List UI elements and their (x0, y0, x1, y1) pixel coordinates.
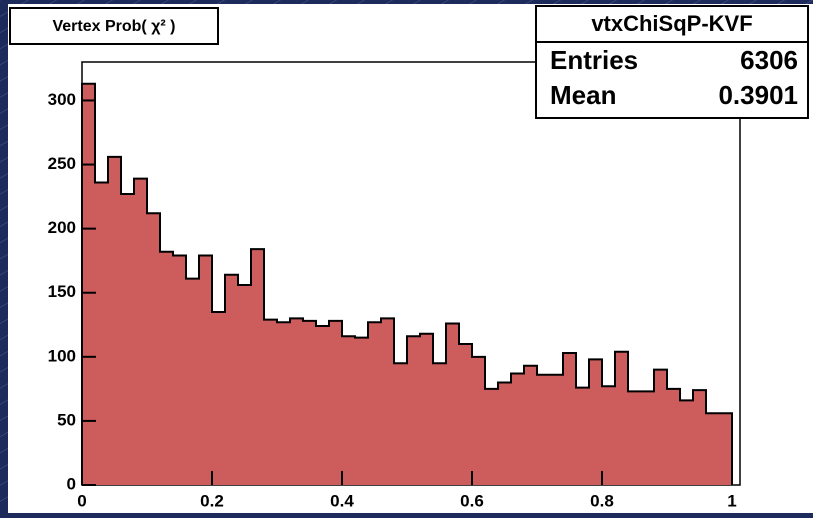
bar (303, 320, 316, 485)
bar (381, 318, 394, 485)
bar (485, 388, 498, 485)
stats-name: vtxChiSqP-KVF (591, 11, 752, 36)
bar (498, 382, 511, 485)
bar (186, 278, 199, 485)
x-tick-label: 0.2 (200, 491, 224, 510)
bar (147, 213, 160, 485)
bar (407, 336, 420, 485)
bar (693, 390, 706, 485)
bar (394, 363, 407, 485)
stats-value: 0.3901 (718, 80, 798, 110)
stats-label: Entries (550, 45, 638, 75)
bar (576, 387, 589, 485)
bar (238, 285, 251, 485)
chart-title: Vertex Prob( χ² ) (52, 18, 175, 35)
bar (95, 182, 108, 485)
bar (641, 391, 654, 485)
bar (225, 274, 238, 485)
x-tick-label: 0.6 (460, 491, 484, 510)
bar (628, 391, 641, 485)
bar (82, 83, 95, 486)
bar (459, 344, 472, 485)
y-tick-label: 50 (57, 410, 76, 429)
y-tick-label: 150 (48, 282, 76, 301)
bar (355, 337, 368, 485)
x-tick-label: 0.8 (590, 491, 614, 510)
bar (108, 156, 121, 485)
bar (719, 413, 732, 485)
bar (134, 178, 147, 486)
bar (160, 251, 173, 485)
stats-value: 6306 (740, 45, 798, 75)
x-tick-label: 0 (77, 491, 86, 510)
stats-label: Mean (550, 80, 616, 110)
bar (290, 318, 303, 485)
bar (602, 386, 615, 485)
bar (446, 323, 459, 485)
bar (173, 255, 186, 485)
bar (563, 352, 576, 485)
x-tick-label: 0.4 (330, 491, 354, 510)
bar (121, 194, 134, 485)
bar (342, 336, 355, 485)
bar (654, 369, 667, 485)
bar (589, 359, 602, 485)
bar (368, 322, 381, 485)
y-tick-label: 0 (67, 474, 76, 493)
bar (251, 249, 264, 485)
bar (316, 326, 329, 485)
bar (524, 365, 537, 485)
y-tick-label: 300 (48, 90, 76, 109)
y-tick-label: 250 (48, 154, 76, 173)
bar (329, 320, 342, 485)
bar (537, 374, 550, 485)
bar (433, 363, 446, 485)
y-tick-label: 100 (48, 346, 76, 365)
title-box (9, 7, 219, 45)
bar (420, 333, 433, 485)
stats-box (535, 5, 809, 119)
bar (212, 311, 225, 485)
bar (615, 351, 628, 485)
bar (667, 388, 680, 485)
y-tick-label: 200 (48, 218, 76, 237)
bar (706, 413, 719, 485)
x-tick-label: 1 (727, 491, 736, 510)
outline (81, 82, 733, 485)
bar (550, 374, 563, 485)
bar (472, 356, 485, 485)
bar (511, 373, 524, 485)
bar (680, 400, 693, 485)
bar (277, 322, 290, 485)
bar (199, 255, 212, 485)
bar (264, 319, 277, 485)
